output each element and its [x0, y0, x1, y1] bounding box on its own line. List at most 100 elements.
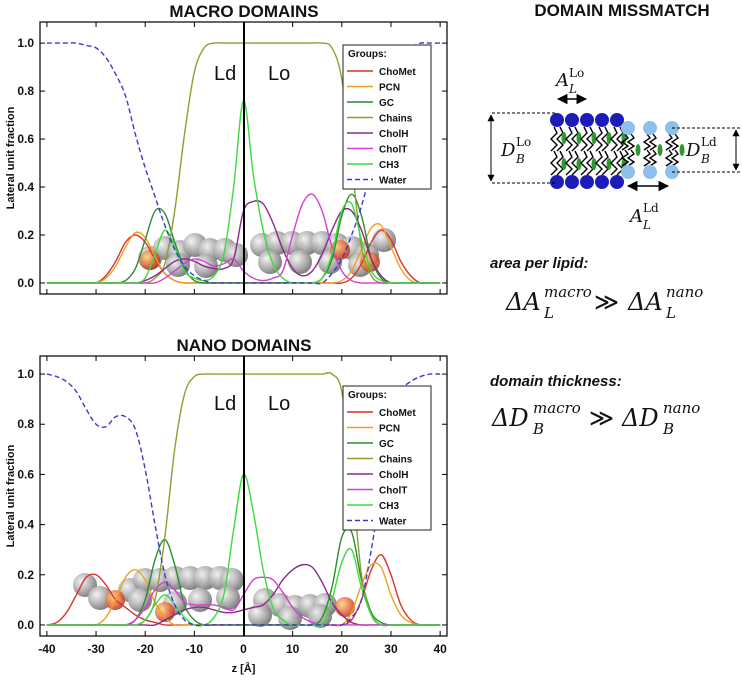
eq-op: ≫ [589, 404, 614, 432]
legend-label: Water [379, 517, 407, 528]
cholesterol [679, 144, 685, 156]
lipid-head [621, 121, 635, 135]
legend-label: CH3 [379, 501, 399, 512]
legend-label: CholH [379, 470, 408, 481]
section-label: area per lipid: [490, 255, 588, 272]
x-tick-label: 40 [433, 642, 447, 656]
molecule-sphere [224, 243, 248, 267]
cholesterol [576, 158, 582, 170]
annotation: Ld [214, 393, 236, 415]
legend-label: Chains [379, 114, 413, 125]
lipid-tail [580, 150, 588, 176]
x-tick-label: 30 [384, 642, 398, 656]
symbol-sub: L [568, 82, 577, 96]
chart-title: MACRO DOMAINS [169, 2, 318, 21]
y-tick-label: 1.0 [17, 367, 34, 381]
lipid-tail [648, 149, 658, 167]
eq-sub: B [662, 420, 674, 438]
legend-label: ChoMet [379, 408, 416, 419]
lipid-tail [616, 150, 624, 176]
eq-sub: L [665, 304, 676, 322]
eq-base: ΔD [491, 404, 529, 432]
symbol-base: D [500, 140, 516, 161]
cholesterol [576, 132, 582, 144]
y-tick-label: 0.4 [17, 518, 34, 532]
legend-label: ChoMet [379, 67, 416, 78]
lipid-head [565, 113, 579, 127]
molecule-sphere [258, 250, 282, 274]
legend-label: CholT [379, 145, 407, 156]
y-tick-label: 0.0 [17, 276, 34, 290]
symbol-sub: B [700, 152, 710, 166]
y-tick-label: 0.6 [17, 132, 34, 146]
symbol-sup: Ld [701, 135, 717, 149]
molecule-sphere [278, 606, 302, 630]
eq-sup: macro [544, 283, 592, 301]
lipid-tail [565, 126, 573, 152]
molecule-sphere [188, 588, 212, 612]
legend-label: PCN [379, 424, 400, 435]
y-tick-label: 0.8 [17, 417, 34, 431]
lipid-head [550, 113, 564, 127]
lipid-tail [626, 133, 636, 151]
y-tick-label: 0.2 [17, 568, 34, 582]
lipid-tail [620, 149, 630, 167]
lipid-tail [556, 126, 564, 152]
panel-title: DOMAIN MISSMATCH [534, 1, 709, 20]
lipid-tail [550, 126, 558, 152]
eq-sub: L [543, 304, 554, 322]
molecule-sphere [288, 250, 312, 274]
lipid-tail [642, 133, 652, 151]
lipid-head [610, 175, 624, 189]
legend-label: Water [379, 176, 407, 187]
cholesterol [657, 144, 663, 156]
symbol-sup: Lo [516, 135, 531, 149]
lipid-tail [610, 126, 618, 152]
lipid-tail [571, 150, 579, 176]
mismatch-panel: DOMAIN MISSMATCH A Lo L D Lo B D Ld B A … [487, 1, 740, 438]
y-tick-label: 0.4 [17, 180, 34, 194]
eq-sup: nano [666, 283, 703, 301]
x-tick-label: 20 [335, 642, 349, 656]
annotation: Lo [268, 393, 290, 415]
lipid-tail [586, 150, 594, 176]
chart: NANO DOMAINS 0.0 0.2 0.4 0.6 0.8 1.0 -40 -30 -20 -… [5, 336, 448, 675]
cholesterol [561, 132, 567, 144]
lipid-tail [550, 150, 558, 176]
chart-title: NANO DOMAINS [176, 336, 311, 355]
x-tick-label: -20 [137, 642, 155, 656]
lipid-tail [601, 126, 609, 152]
annotation: Ld [214, 63, 236, 85]
cholesterol [591, 158, 597, 170]
x-tick-label: 10 [286, 642, 300, 656]
legend-label: GC [379, 98, 394, 109]
symbol-base: A [628, 206, 643, 227]
lipid-tail [626, 149, 636, 167]
y-axis-label: Lateral unit fraction [5, 106, 17, 209]
lipid-head [580, 175, 594, 189]
lipid-head [565, 175, 579, 189]
lipid-tail [620, 133, 630, 151]
x-tick-label: -40 [38, 642, 56, 656]
molecule-sphere [248, 603, 272, 627]
eq-op: ≫ [594, 288, 619, 316]
lipid-tail [664, 133, 674, 151]
molecule-sphere [216, 586, 240, 610]
cholesterol [561, 158, 567, 170]
lipid-tail [648, 133, 658, 151]
legend-label: PCN [379, 83, 400, 94]
eq-base: ΔA [627, 288, 663, 316]
lipid-tail [664, 149, 674, 167]
eq-sup: macro [533, 399, 581, 417]
lipid-tail [556, 150, 564, 176]
x-tick-label: -30 [87, 642, 105, 656]
lipid-tail [601, 150, 609, 176]
lipid-head [643, 165, 657, 179]
lipid-tail [670, 133, 680, 151]
legend-label: CH3 [379, 160, 399, 171]
x-tick-label: -10 [186, 642, 204, 656]
legend-title: Groups: [348, 390, 387, 401]
eq-base: ΔD [621, 404, 659, 432]
